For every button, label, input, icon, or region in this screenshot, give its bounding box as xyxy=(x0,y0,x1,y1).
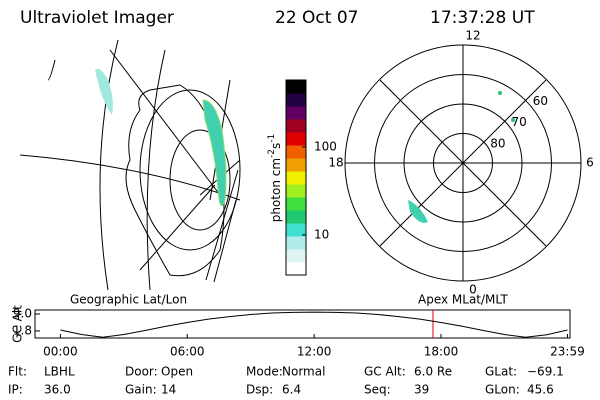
info-label: GLat: xyxy=(485,365,517,379)
colorbar-segment xyxy=(286,197,306,211)
colorbar-frame xyxy=(285,79,307,276)
title: Ultraviolet Imager xyxy=(20,8,174,28)
colorbar-segment xyxy=(286,171,306,185)
axis xyxy=(379,79,547,247)
colorbar-segment xyxy=(286,236,306,250)
lat-ring xyxy=(433,133,493,193)
info-table: Flt: LBHL Door: Open Mode: Normal GC Alt: 6.0 R… xyxy=(8,365,564,397)
x-tick-label: 00:00 xyxy=(43,345,78,359)
x-tick-label: 12:00 xyxy=(297,345,332,359)
info-value: 14 xyxy=(161,383,176,397)
colorbar-segment xyxy=(286,184,306,198)
altitude-chart: 1.8 9.0 00:00 06:00 12:00 18:00 23:59 xyxy=(13,307,585,359)
lat-label: 80 xyxy=(490,136,505,150)
info-label: GC Alt: xyxy=(364,365,406,379)
colorbar-segment xyxy=(286,80,306,94)
mlt-label: 0 xyxy=(469,283,477,297)
info-value: 36.0 xyxy=(44,383,71,397)
info-value: −69.1 xyxy=(527,365,564,379)
info-label: Dsp: xyxy=(246,383,273,397)
lat-ring xyxy=(403,103,523,223)
mlt-label: 12 xyxy=(465,29,480,43)
colorbar-segment xyxy=(286,158,306,172)
info-label: Gain: xyxy=(125,383,157,397)
y-axis-label: GC Alt xyxy=(11,305,25,343)
info-label: Flt: xyxy=(8,365,27,379)
info-label: Door: xyxy=(125,365,158,379)
panel-label: Geographic Lat/Lon xyxy=(70,293,187,307)
colorbar: 10 100 xyxy=(285,79,337,276)
x-tick-label: 18:00 xyxy=(424,345,459,359)
panel-label: Apex MLat/MLT xyxy=(418,293,508,307)
info-value: 39 xyxy=(414,383,429,397)
lat-ring xyxy=(374,74,552,252)
time: 17:37:28 UT xyxy=(430,8,535,28)
plot-frame xyxy=(34,309,571,339)
info-label: Seq: xyxy=(364,383,391,397)
info-value: 45.6 xyxy=(527,383,554,397)
colorbar-segment xyxy=(286,93,306,107)
x-tick-label: 06:00 xyxy=(170,345,205,359)
y-tick-label: 9.0 xyxy=(13,307,32,321)
geographic-map xyxy=(19,39,241,291)
info-value: Normal xyxy=(282,365,325,379)
info-label: GLon: xyxy=(485,383,520,397)
aurora xyxy=(511,118,515,122)
colorbar-tick-label: 10 xyxy=(314,227,329,241)
info-label: IP: xyxy=(8,383,23,397)
info-value: Open xyxy=(161,365,193,379)
aurora xyxy=(498,91,502,95)
colorbar-segment xyxy=(286,132,306,146)
date: 22 Oct 07 xyxy=(275,8,358,28)
info-value: 6.4 xyxy=(282,383,301,397)
colorbar-segment xyxy=(286,262,306,276)
lat-label: 60 xyxy=(533,94,548,108)
colorbar-segment xyxy=(286,106,306,120)
colorbar-tick-label: 100 xyxy=(314,139,337,153)
colorbar-segment xyxy=(286,249,306,263)
info-value: 6.0 Re xyxy=(414,365,452,379)
x-tick-label: 23:59 xyxy=(550,345,585,359)
colorbar-segment xyxy=(286,223,306,237)
colorbar-label: photon cm-2s-1 xyxy=(267,134,283,223)
info-value: LBHL xyxy=(44,365,75,379)
info-label: Mode: xyxy=(246,365,283,379)
colorbar-segment xyxy=(286,119,306,133)
altitude-line xyxy=(60,311,568,338)
colorbar-segment xyxy=(286,145,306,159)
y-tick-label: 1.8 xyxy=(13,323,32,337)
mlt-label: 6 xyxy=(586,156,594,170)
colorbar-segment xyxy=(286,210,306,224)
aurora xyxy=(408,200,428,223)
mlt-label: 18 xyxy=(328,156,343,170)
lat-label: 70 xyxy=(511,115,526,129)
